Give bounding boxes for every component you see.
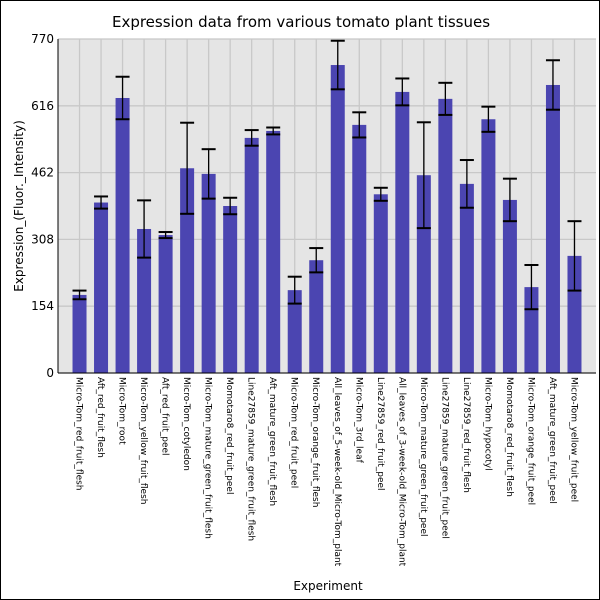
x-tick-label: Aft_mature_green_fruit_flesh [267, 377, 277, 506]
bar [330, 65, 345, 373]
bar [481, 119, 496, 373]
x-tick-label: Aft_red_fruit_flesh [95, 377, 105, 458]
x-tick-label: Micro-Tom_red_fruit_flesh [74, 377, 84, 491]
x-tick-label: Micro-Tom_mature_green_fruit_peel [418, 377, 428, 537]
bar [115, 97, 130, 373]
y-tick-labels: 0 154 308 462 616 770 [31, 32, 54, 380]
x-tick-labels: Micro-Tom_red_fruit_flesh Aft_red_fruit_f… [74, 377, 579, 567]
x-tick-label: Line27859_mature_green_fruit_peel [439, 377, 449, 539]
y-tick-label: 770 [31, 32, 54, 46]
y-tick-label: 308 [31, 232, 54, 246]
bar [287, 290, 302, 373]
bar [266, 130, 281, 373]
bar [438, 98, 453, 373]
bar [567, 255, 582, 373]
y-tick-label: 0 [46, 366, 54, 380]
y-tick-label: 154 [31, 299, 54, 313]
x-tick-label: Micro-Tom_red_fruit_peel [289, 377, 299, 488]
x-tick-label: Micro-Tom_orange_fruit_flesh [310, 377, 320, 507]
x-tick-label: Micro-Tom_cotyledon [181, 377, 191, 471]
bar [201, 173, 216, 373]
bar [158, 235, 173, 373]
x-tick-label: Line27859_red_fruit_peel [375, 377, 385, 491]
x-tick-label: Micro-Tom_yellow_fruit_peel [568, 377, 578, 502]
x-tick-label: Micro-Tom_root [117, 377, 127, 445]
axes [57, 39, 596, 374]
y-tick-label: 462 [31, 166, 54, 180]
bar [137, 228, 152, 373]
x-tick-label: Aft_mature_green_fruit_peel [547, 377, 557, 504]
bar [352, 124, 367, 373]
bar [180, 168, 195, 373]
x-tick-label: All_leaves_of_3-week-old_Micro-Tom_plant [396, 377, 406, 567]
x-tick-label: Momotaro8_red_fruit_flesh [504, 377, 514, 497]
bar [72, 294, 87, 373]
x-tick-label: Micro-Tom_yellow_fruit_flesh [138, 377, 148, 505]
x-tick-label: Aft_red_fruit_peel [160, 377, 170, 456]
x-tick-label: Micro-Tom_hypocotyl [482, 377, 492, 471]
x-tick-label: All_leaves_of_5-week-old_Micro-Tom_plant [332, 377, 342, 567]
bar [545, 84, 560, 373]
bar [309, 260, 324, 373]
x-tick-label: Micro-Tom_orange_fruit_peel [525, 377, 535, 505]
error-bars [72, 39, 582, 311]
bar [459, 183, 474, 373]
x-tick-label: Micro-Tom_3rd_leaf [353, 377, 363, 464]
bar [395, 91, 410, 373]
bar [94, 202, 109, 373]
bar [223, 206, 238, 373]
bar [416, 175, 431, 373]
x-axis-label: Experiment [293, 579, 363, 593]
chart-title: Expression data from various tomato plan… [112, 13, 490, 31]
bars [72, 65, 582, 373]
x-tick-label: Line27859_red_fruit_flesh [461, 377, 471, 493]
x-tick-label: Micro-Tom_mature_green_fruit_flesh [203, 377, 213, 539]
y-tick-label: 616 [31, 99, 54, 113]
x-tick-label: Line27859_mature_green_fruit_flesh [246, 377, 256, 541]
y-axis-label: Expression_(Fluor._Intensity) [12, 120, 26, 292]
bar [244, 137, 259, 373]
bar [502, 199, 517, 373]
x-tick-label: Momotaro8_red_fruit_peel [224, 377, 234, 494]
bar [373, 194, 388, 373]
